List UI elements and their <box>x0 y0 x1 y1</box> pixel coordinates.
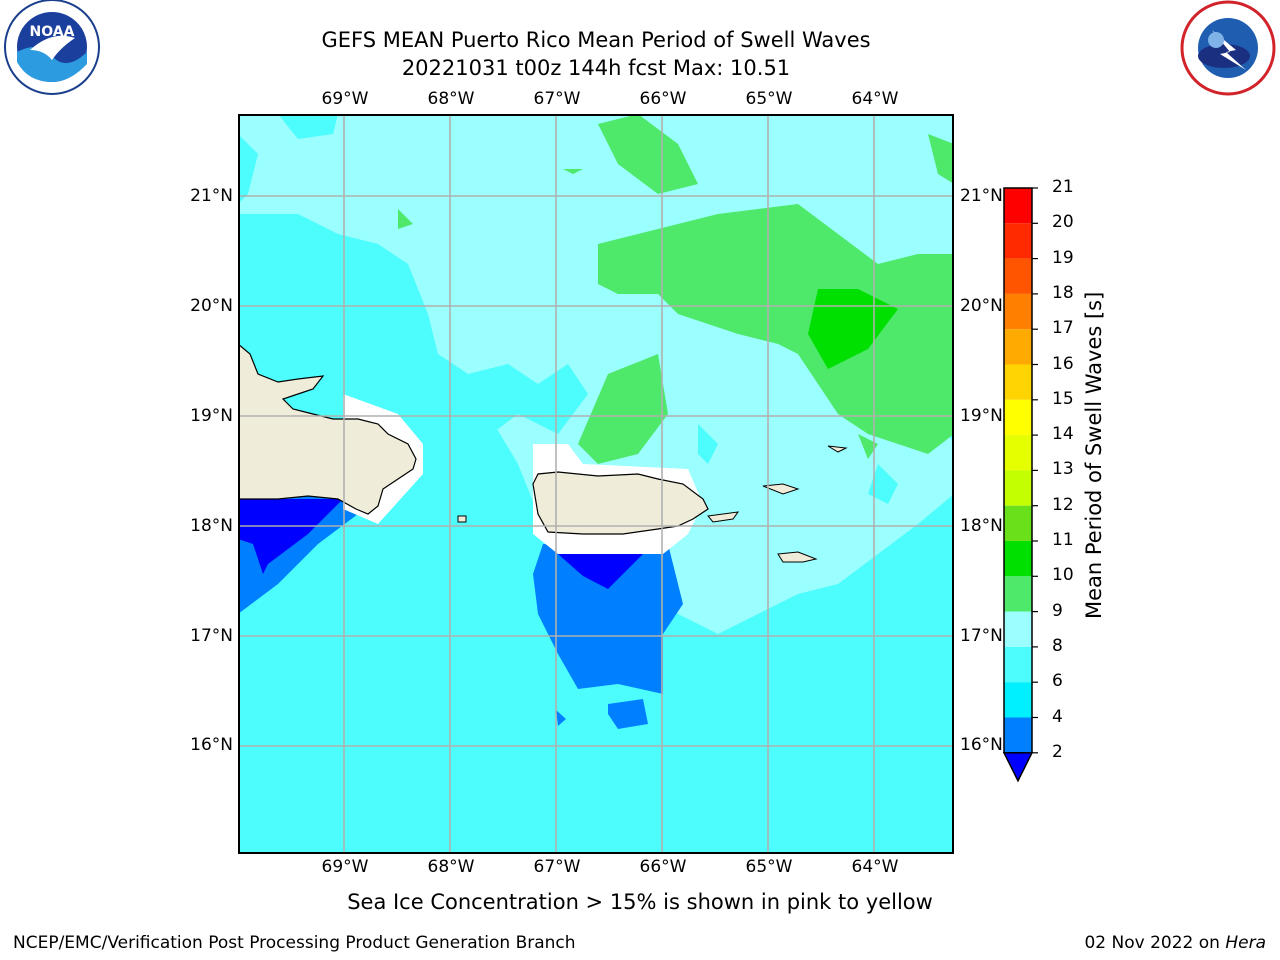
colorbar-tick-label: 11 <box>1052 530 1074 550</box>
nws-logo <box>1180 0 1276 96</box>
lon-label-bottom: 65°W <box>745 857 793 877</box>
chart-title-line2: 20221031 t00z 144h fcst Max: 10.51 <box>401 56 791 80</box>
lat-label-right: 20°N <box>960 296 1003 316</box>
colorbar-bin <box>1004 293 1032 330</box>
lat-label-right: 18°N <box>960 516 1003 536</box>
field-under-2 <box>558 554 643 589</box>
colorbar-title: Mean Period of Swell Waves [s] <box>1082 291 1106 619</box>
colorbar-bin <box>1004 717 1032 753</box>
colorbar-bin <box>1004 682 1032 718</box>
lat-label-left: 20°N <box>190 296 233 316</box>
colorbar-bin <box>1004 646 1032 683</box>
colorbar-tick-label: 13 <box>1052 459 1074 480</box>
colorbar-tick-label: 18 <box>1052 282 1074 303</box>
chart-title-line1: GEFS MEAN Puerto Rico Mean Period of Swe… <box>321 28 871 52</box>
colorbar-tick-label: 20 <box>1052 212 1074 233</box>
colorbar-bin <box>1004 435 1032 471</box>
footer-date: 02 Nov 2022 on Hera <box>1084 933 1266 953</box>
lon-label-bottom: 64°W <box>851 857 899 877</box>
lon-label-bottom: 67°W <box>533 857 581 877</box>
colorbar <box>1002 187 1038 783</box>
footer-date-text: 02 Nov 2022 on <box>1084 933 1226 953</box>
footer-machine: Hera <box>1225 933 1266 953</box>
lat-label-left: 21°N <box>190 186 233 206</box>
colorbar-bin <box>1004 470 1032 506</box>
colorbar-tick-label: 2 <box>1052 741 1063 762</box>
colorbar-under-arrow <box>1002 752 1034 783</box>
colorbar-tick-label: 4 <box>1052 706 1063 727</box>
swell-period-map <box>238 114 954 854</box>
puerto-rico-land <box>532 471 709 535</box>
lat-label-left: 19°N <box>190 406 233 426</box>
lon-label-top: 65°W <box>745 89 793 109</box>
colorbar-bin <box>1004 364 1032 400</box>
colorbar-tick-label: 8 <box>1052 635 1063 656</box>
lat-label-right: 19°N <box>960 406 1003 426</box>
lat-label-right: 16°N <box>960 735 1003 755</box>
field-2-4 <box>533 544 683 694</box>
colorbar-bin <box>1004 223 1032 259</box>
lon-label-bottom: 68°W <box>427 857 475 877</box>
colorbar-bin <box>1004 258 1032 294</box>
footer-credit: NCEP/EMC/Verification Post Processing Pr… <box>13 933 576 953</box>
lat-label-left: 17°N <box>190 626 233 646</box>
lon-label-top: 67°W <box>533 89 581 109</box>
colorbar-tick-label: 16 <box>1052 353 1074 374</box>
sea-ice-note: Sea Ice Concentration > 15% is shown in … <box>347 890 933 914</box>
colorbar-tick-label: 21 <box>1052 177 1074 197</box>
lat-label-right: 21°N <box>960 186 1003 206</box>
lon-label-bottom: 69°W <box>321 857 369 877</box>
noaa-logo-text: NOAA <box>30 24 75 40</box>
graticule <box>238 114 954 854</box>
colorbar-bin <box>1004 399 1032 436</box>
lon-label-top: 68°W <box>427 89 475 109</box>
lat-label-left: 16°N <box>190 735 233 755</box>
lat-label-right: 17°N <box>960 626 1003 646</box>
lon-label-top: 69°W <box>321 89 369 109</box>
colorbar-tick-label: 17 <box>1052 318 1074 339</box>
colorbar-tick-label: 12 <box>1052 494 1074 515</box>
colorbar-tick-label: 9 <box>1052 600 1063 621</box>
colorbar-tick-label: 10 <box>1052 565 1074 586</box>
colorbar-tick-label: 19 <box>1052 247 1074 268</box>
lat-label-left: 18°N <box>190 516 233 536</box>
colorbar-tick-label: 15 <box>1052 388 1074 409</box>
colorbar-tick-label: 6 <box>1052 671 1063 692</box>
colorbar-bin <box>1004 576 1032 612</box>
field-10-11 <box>808 289 898 369</box>
field-9-10 <box>598 204 954 454</box>
lon-label-top: 66°W <box>639 89 687 109</box>
hispaniola-land <box>238 343 417 515</box>
colorbar-tick-label: 14 <box>1052 424 1074 445</box>
colorbar-bin <box>1004 541 1032 577</box>
colorbar-bin <box>1004 329 1032 365</box>
colorbar-bin <box>1004 505 1032 541</box>
lon-label-bottom: 66°W <box>639 857 687 877</box>
lon-label-top: 64°W <box>851 89 899 109</box>
noaa-logo: NOAA <box>4 0 100 95</box>
colorbar-bin <box>1004 611 1032 647</box>
colorbar-bin <box>1004 188 1032 224</box>
